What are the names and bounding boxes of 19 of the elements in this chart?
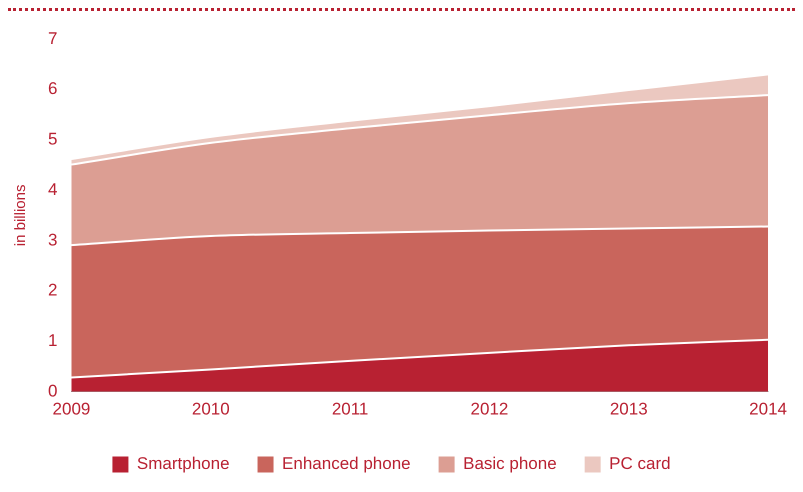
y-axis-title: in billions: [12, 184, 30, 246]
y-tick-label: 7: [48, 28, 58, 48]
y-tick-label: 2: [48, 280, 58, 300]
legend-label: PC card: [609, 454, 671, 474]
y-tick-label: 3: [48, 230, 58, 250]
y-tick-label: 4: [48, 180, 58, 199]
x-tick-label: 2011: [332, 399, 368, 418]
x-tick-label: 2012: [470, 399, 508, 418]
x-tick-label: 2009: [52, 399, 90, 418]
legend-label: Enhanced phone: [282, 454, 411, 474]
y-tick-label: 1: [48, 330, 58, 350]
legend-label: Basic phone: [463, 454, 557, 474]
y-tick-label: 5: [48, 130, 58, 149]
y-tick-label: 0: [48, 381, 58, 400]
legend-label: Smartphone: [136, 454, 230, 474]
x-tick-label: 2013: [610, 399, 648, 418]
x-tick-label: 2010: [192, 399, 230, 418]
x-tick-label: 2014: [749, 399, 788, 418]
y-tick-label: 6: [48, 79, 58, 98]
